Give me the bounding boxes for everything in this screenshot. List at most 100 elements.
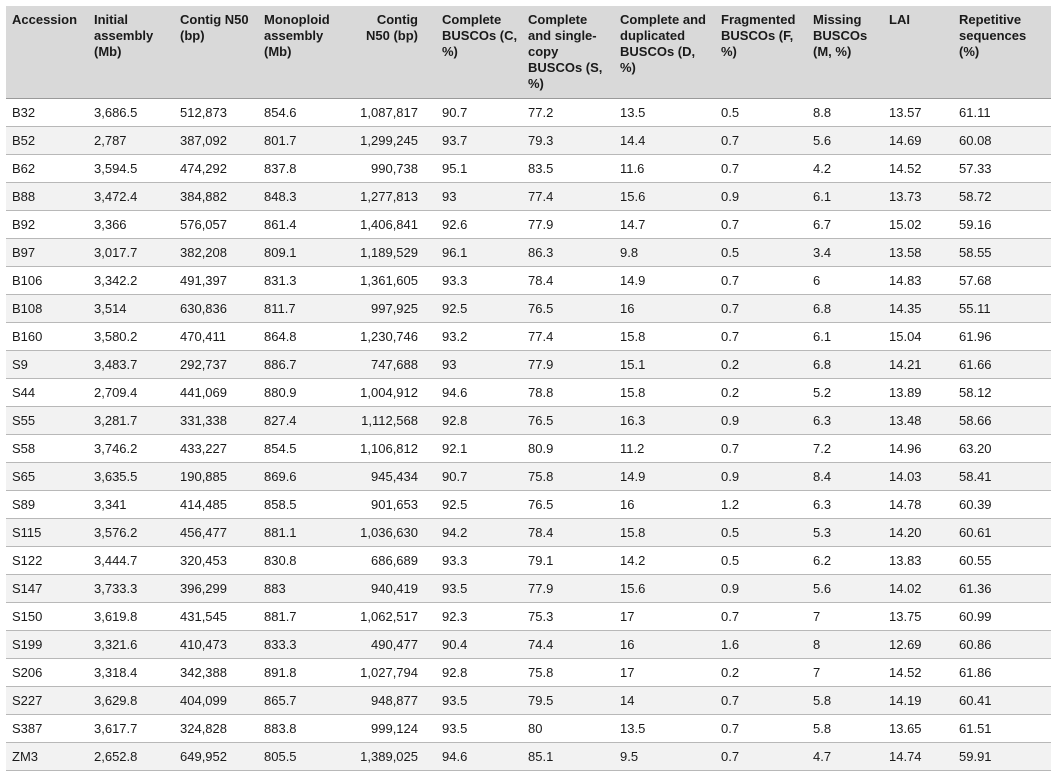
table-row: S150 3,619.8 431,545 881.7 1,062,517 92.3 75.3… — [6, 602, 1051, 631]
contig-n50-monoploid-cell: 1,106,812 — [344, 434, 436, 463]
fragmented-buscos-cell: 0.7 — [715, 154, 807, 183]
initial-assembly-cell: 3,635.5 — [88, 462, 174, 491]
single-copy-buscos-cell: 76.5 — [522, 490, 614, 519]
fragmented-buscos-cell: 0.5 — [715, 546, 807, 575]
missing-buscos-cell: 6.3 — [807, 406, 883, 435]
accession-cell: S115 — [6, 518, 88, 547]
contig-n50-initial-cell: 441,069 — [174, 378, 258, 407]
header-accession: Accession — [6, 6, 88, 99]
contig-n50-initial-cell: 320,453 — [174, 546, 258, 575]
initial-assembly-cell: 3,318.4 — [88, 658, 174, 687]
monoploid-assembly-cell: 861.4 — [258, 210, 344, 239]
fragmented-buscos-cell: 0.5 — [715, 238, 807, 267]
contig-n50-monoploid-cell: 1,361,605 — [344, 266, 436, 295]
missing-buscos-cell: 6.8 — [807, 294, 883, 323]
missing-buscos-cell: 4.2 — [807, 154, 883, 183]
duplicated-buscos-cell: 16 — [614, 294, 715, 323]
table-row: S122 3,444.7 320,453 830.8 686,689 93.3 79.1 14… — [6, 546, 1051, 575]
accession-cell: S65 — [6, 462, 88, 491]
complete-buscos-cell: 92.5 — [436, 490, 522, 519]
initial-assembly-cell: 3,483.7 — [88, 350, 174, 379]
single-copy-buscos-cell: 75.8 — [522, 462, 614, 491]
monoploid-assembly-cell: 881.1 — [258, 518, 344, 547]
repetitive-sequences-cell: 58.41 — [953, 462, 1051, 491]
repetitive-sequences-cell: 60.55 — [953, 546, 1051, 575]
monoploid-assembly-cell: 811.7 — [258, 294, 344, 323]
contig-n50-initial-cell: 433,227 — [174, 434, 258, 463]
monoploid-assembly-cell: 805.5 — [258, 742, 344, 771]
fragmented-buscos-cell: 0.7 — [715, 434, 807, 463]
accession-cell: B97 — [6, 238, 88, 267]
fragmented-buscos-cell: 0.2 — [715, 350, 807, 379]
accession-cell: S58 — [6, 434, 88, 463]
complete-buscos-cell: 95.1 — [436, 154, 522, 183]
table-row: B97 3,017.7 382,208 809.1 1,189,529 96.1 86.3 9… — [6, 238, 1051, 267]
complete-buscos-cell: 92.8 — [436, 406, 522, 435]
repetitive-sequences-cell: 60.39 — [953, 490, 1051, 519]
contig-n50-monoploid-cell: 999,124 — [344, 714, 436, 743]
fragmented-buscos-cell: 0.7 — [715, 742, 807, 771]
initial-assembly-cell: 3,444.7 — [88, 546, 174, 575]
monoploid-assembly-cell: 865.7 — [258, 686, 344, 715]
single-copy-buscos-cell: 75.8 — [522, 658, 614, 687]
fragmented-buscos-cell: 0.9 — [715, 462, 807, 491]
lai-cell: 14.52 — [883, 658, 953, 687]
table-row: S227 3,629.8 404,099 865.7 948,877 93.5 79.5 14… — [6, 686, 1051, 715]
repetitive-sequences-cell: 58.66 — [953, 406, 1051, 435]
duplicated-buscos-cell: 14.9 — [614, 462, 715, 491]
accession-cell: B62 — [6, 154, 88, 183]
accession-cell: B92 — [6, 210, 88, 239]
single-copy-buscos-cell: 83.5 — [522, 154, 614, 183]
accession-cell: S199 — [6, 630, 88, 659]
missing-buscos-cell: 6.8 — [807, 350, 883, 379]
accession-cell: B32 — [6, 98, 88, 127]
table-row: B108 3,514 630,836 811.7 997,925 92.5 76.5 16 0.… — [6, 294, 1051, 323]
single-copy-buscos-cell: 80.9 — [522, 434, 614, 463]
table-row: B32 3,686.5 512,873 854.6 1,087,817 90.7 77.2 1… — [6, 98, 1051, 127]
complete-buscos-cell: 93.3 — [436, 546, 522, 575]
table-header: Accession Initial assembly (Mb) Contig N… — [6, 6, 1051, 99]
contig-n50-monoploid-cell: 1,036,630 — [344, 518, 436, 547]
single-copy-buscos-cell: 79.5 — [522, 686, 614, 715]
header-initial-assembly: Initial assembly (Mb) — [88, 6, 174, 99]
duplicated-buscos-cell: 15.8 — [614, 378, 715, 407]
contig-n50-initial-cell: 396,299 — [174, 574, 258, 603]
initial-assembly-cell: 3,619.8 — [88, 602, 174, 631]
duplicated-buscos-cell: 13.5 — [614, 98, 715, 127]
missing-buscos-cell: 8.8 — [807, 98, 883, 127]
table-row: B106 3,342.2 491,397 831.3 1,361,605 93.3 78.4… — [6, 266, 1051, 295]
single-copy-buscos-cell: 75.3 — [522, 602, 614, 631]
contig-n50-monoploid-cell: 1,389,025 — [344, 742, 436, 771]
lai-cell: 14.02 — [883, 574, 953, 603]
header-contig-n50-initial: Contig N50 (bp) — [174, 6, 258, 99]
complete-buscos-cell: 92.1 — [436, 434, 522, 463]
contig-n50-monoploid-cell: 990,738 — [344, 154, 436, 183]
duplicated-buscos-cell: 15.8 — [614, 518, 715, 547]
table-row: S89 3,341 414,485 858.5 901,653 92.5 76.5 16 1.2… — [6, 490, 1051, 519]
lai-cell: 14.03 — [883, 462, 953, 491]
missing-buscos-cell: 6.7 — [807, 210, 883, 239]
monoploid-assembly-cell: 864.8 — [258, 322, 344, 351]
fragmented-buscos-cell: 0.2 — [715, 378, 807, 407]
accession-cell: ZM3 — [6, 742, 88, 771]
initial-assembly-cell: 3,342.2 — [88, 266, 174, 295]
lai-cell: 13.73 — [883, 182, 953, 211]
repetitive-sequences-cell: 61.86 — [953, 658, 1051, 687]
table-row: S199 3,321.6 410,473 833.3 490,477 90.4 74.4 16… — [6, 630, 1051, 659]
single-copy-buscos-cell: 78.4 — [522, 266, 614, 295]
lai-cell: 13.65 — [883, 714, 953, 743]
accession-cell: B106 — [6, 266, 88, 295]
lai-cell: 14.21 — [883, 350, 953, 379]
header-complete-buscos: Complete BUSCOs (C, %) — [436, 6, 522, 99]
lai-cell: 14.52 — [883, 154, 953, 183]
contig-n50-initial-cell: 331,338 — [174, 406, 258, 435]
contig-n50-monoploid-cell: 747,688 — [344, 350, 436, 379]
repetitive-sequences-cell: 57.33 — [953, 154, 1051, 183]
monoploid-assembly-cell: 831.3 — [258, 266, 344, 295]
accession-cell: B88 — [6, 182, 88, 211]
single-copy-buscos-cell: 77.4 — [522, 182, 614, 211]
fragmented-buscos-cell: 0.5 — [715, 98, 807, 127]
fragmented-buscos-cell: 0.7 — [715, 266, 807, 295]
lai-cell: 13.89 — [883, 378, 953, 407]
single-copy-buscos-cell: 85.1 — [522, 742, 614, 771]
